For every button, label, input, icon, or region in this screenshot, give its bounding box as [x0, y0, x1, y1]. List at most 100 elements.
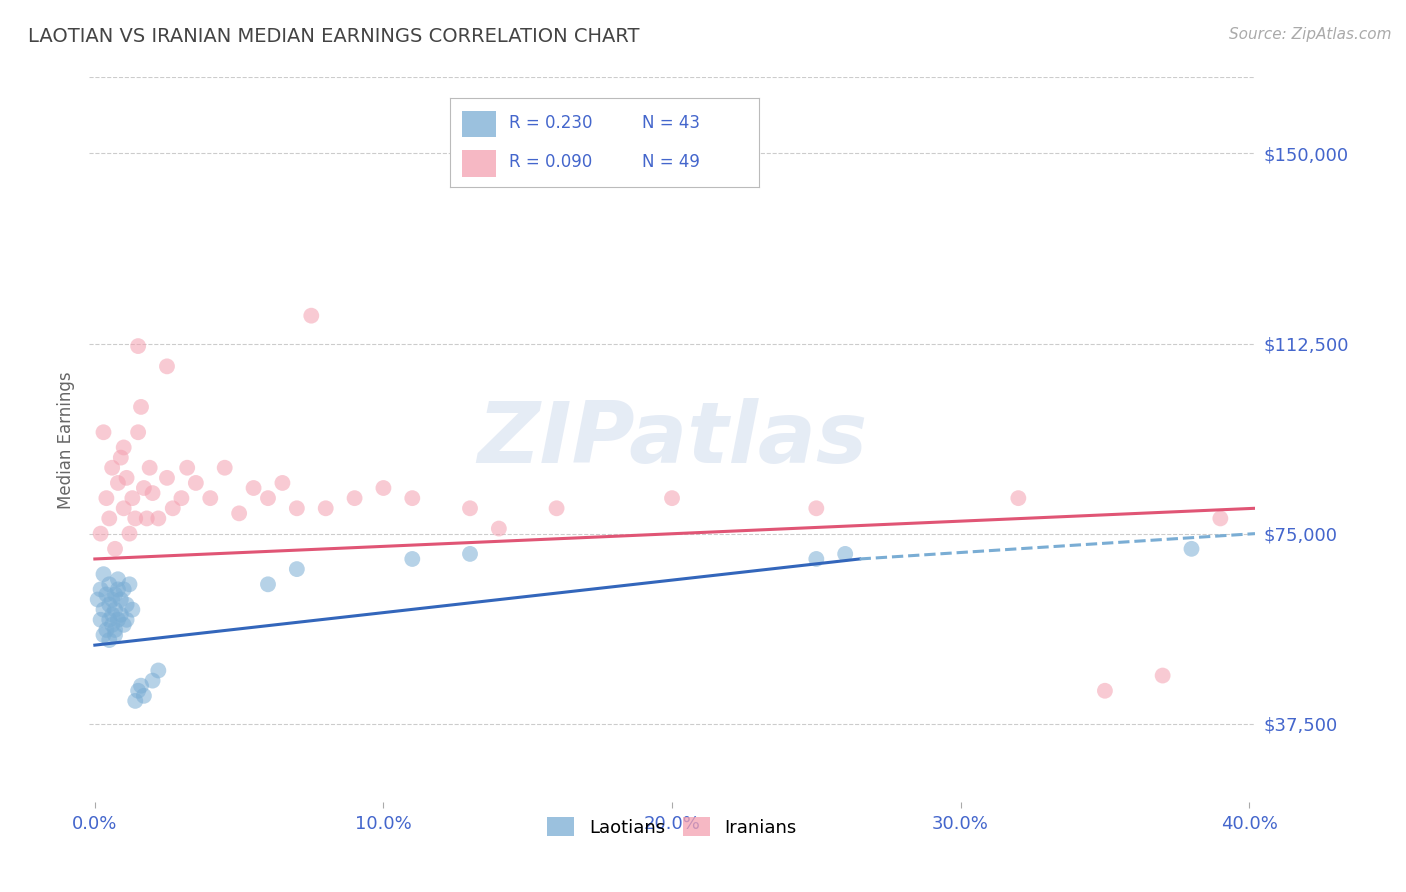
Point [93, 602, 115, 616]
Text: R = 0.230: R = 0.230 [509, 114, 592, 132]
Point [104, 587, 127, 601]
Point [87, 592, 110, 607]
Point [90, 613, 112, 627]
Point [458, 547, 481, 561]
Point [110, 592, 132, 607]
Point [93, 425, 115, 440]
Point [118, 526, 141, 541]
Point [285, 501, 308, 516]
Point [156, 359, 179, 374]
Point [170, 491, 193, 505]
Point [101, 618, 124, 632]
Point [546, 501, 568, 516]
Point [127, 425, 149, 440]
Point [112, 501, 135, 516]
Point [242, 481, 264, 495]
Point [127, 683, 149, 698]
Point [214, 460, 236, 475]
Point [806, 501, 828, 516]
Point [132, 481, 155, 495]
Point [806, 552, 828, 566]
Point [90, 526, 112, 541]
Point [200, 491, 222, 505]
Point [107, 582, 129, 597]
Point [401, 552, 423, 566]
Point [98, 511, 121, 525]
Point [121, 602, 143, 616]
Point [124, 694, 146, 708]
Point [138, 460, 160, 475]
Point [98, 598, 121, 612]
Text: R = 0.090: R = 0.090 [509, 153, 592, 171]
Point [104, 602, 127, 616]
Point [135, 511, 157, 525]
Point [285, 562, 308, 576]
Point [458, 501, 481, 516]
Point [401, 491, 423, 505]
Point [112, 441, 135, 455]
Point [228, 507, 250, 521]
Point [148, 511, 170, 525]
Point [104, 541, 127, 556]
Point [110, 450, 132, 465]
Point [93, 628, 115, 642]
Text: Source: ZipAtlas.com: Source: ZipAtlas.com [1229, 27, 1392, 42]
Point [834, 547, 856, 561]
Point [299, 309, 322, 323]
Text: N = 49: N = 49 [641, 153, 700, 171]
Point [90, 582, 112, 597]
Point [1209, 511, 1232, 525]
Point [101, 460, 124, 475]
Point [129, 400, 152, 414]
Point [343, 491, 366, 505]
Point [132, 689, 155, 703]
Point [1180, 541, 1202, 556]
Point [142, 673, 165, 688]
Point [148, 664, 170, 678]
Text: N = 43: N = 43 [641, 114, 700, 132]
Point [1007, 491, 1029, 505]
Point [156, 471, 179, 485]
Point [93, 567, 115, 582]
Point [104, 628, 127, 642]
Point [101, 592, 124, 607]
Text: ZIPatlas: ZIPatlas [477, 399, 868, 482]
Point [257, 491, 280, 505]
Point [107, 475, 129, 490]
Point [184, 475, 207, 490]
Point [124, 511, 146, 525]
Point [488, 522, 510, 536]
Point [112, 582, 135, 597]
Point [271, 475, 294, 490]
Bar [463, 150, 496, 177]
Point [107, 572, 129, 586]
Point [257, 577, 280, 591]
Point [176, 460, 198, 475]
Point [118, 577, 141, 591]
Legend: Laotians, Iranians: Laotians, Iranians [540, 810, 804, 844]
Point [373, 481, 395, 495]
Point [661, 491, 683, 505]
Point [96, 587, 118, 601]
Point [115, 598, 138, 612]
Point [115, 613, 138, 627]
Point [96, 491, 118, 505]
Point [127, 339, 149, 353]
Point [101, 607, 124, 622]
Point [1094, 683, 1116, 698]
Point [96, 623, 118, 637]
Bar [463, 111, 496, 137]
Point [98, 633, 121, 648]
Point [115, 471, 138, 485]
Point [315, 501, 337, 516]
Point [104, 623, 127, 637]
Point [162, 501, 184, 516]
Point [1152, 668, 1174, 682]
Y-axis label: Median Earnings: Median Earnings [58, 371, 75, 508]
Point [112, 618, 135, 632]
Point [98, 613, 121, 627]
Text: LAOTIAN VS IRANIAN MEDIAN EARNINGS CORRELATION CHART: LAOTIAN VS IRANIAN MEDIAN EARNINGS CORRE… [28, 27, 640, 45]
Point [129, 679, 152, 693]
Point [98, 577, 121, 591]
Point [107, 613, 129, 627]
